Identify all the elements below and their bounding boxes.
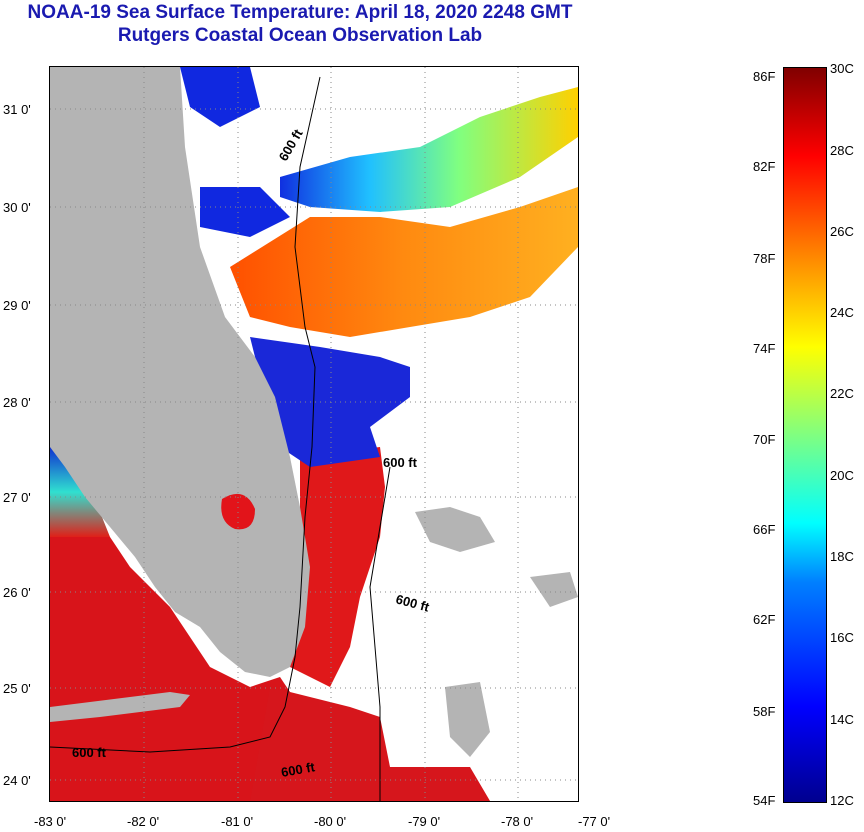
colorbar-c-label: 20C bbox=[830, 468, 854, 483]
colorbar-c-label: 22C bbox=[830, 386, 854, 401]
colorbar-c-label: 30C bbox=[830, 61, 854, 76]
colorbar-c-label: 26C bbox=[830, 224, 854, 239]
lon-label-81: -81 0' bbox=[221, 814, 254, 829]
graticule bbox=[50, 67, 578, 801]
colorbar-c-label: 28C bbox=[830, 143, 854, 158]
isobath-label: 600 ft bbox=[280, 759, 317, 780]
lon-label-78: -78 0' bbox=[501, 814, 534, 829]
temperature-colorbar bbox=[783, 67, 827, 803]
gulf-cold-water bbox=[50, 447, 110, 537]
isobath-600ft bbox=[50, 76, 391, 801]
lake-okeechobee bbox=[221, 493, 255, 530]
colorbar-f-label: 62F bbox=[753, 612, 776, 627]
north-cold-patch bbox=[200, 187, 290, 237]
gulf-stream bbox=[290, 447, 385, 687]
colorbar-f-label: 78F bbox=[753, 251, 776, 266]
colorbar-c-label: 24C bbox=[830, 305, 854, 320]
colorbar-f-label: 70F bbox=[753, 432, 776, 447]
colorbar-f-label: 86F bbox=[753, 69, 776, 84]
isobath-label: 600 ft bbox=[72, 745, 107, 760]
map-subtitle: Rutgers Coastal Ocean Observation Lab bbox=[117, 25, 483, 46]
lon-label-80: -80 0' bbox=[314, 814, 347, 829]
colorbar-c-label: 16C bbox=[830, 630, 854, 645]
andros-island bbox=[445, 682, 490, 757]
lon-label-77: -77 0' bbox=[578, 814, 611, 829]
map-title: NOAA-19 Sea Surface Temperature: April 1… bbox=[27, 2, 573, 23]
sst-map-canvas: 600 ft 600 ft 600 ft 600 ft 600 ft bbox=[50, 67, 578, 801]
straits-warm-water bbox=[250, 687, 490, 801]
colorbar-c-label: 18C bbox=[830, 549, 854, 564]
florida-keys bbox=[50, 692, 190, 722]
lat-label-25: 25 0' bbox=[3, 681, 31, 696]
colorbar-f-label: 54F bbox=[753, 793, 776, 808]
colorbar-f-label: 66F bbox=[753, 522, 776, 537]
lat-label-30: 30 0' bbox=[3, 200, 31, 215]
lat-label-28: 28 0' bbox=[3, 395, 31, 410]
lat-label-27: 27 0' bbox=[3, 490, 31, 505]
bahamas-island-1 bbox=[415, 507, 495, 552]
colorbar-f-label: 58F bbox=[753, 704, 776, 719]
colorbar-c-label: 14C bbox=[830, 712, 854, 727]
colorbar-f-label: 74F bbox=[753, 341, 776, 356]
lon-label-82: -82 0' bbox=[127, 814, 160, 829]
bahamas-island-2 bbox=[530, 572, 578, 607]
lon-label-83: -83 0' bbox=[34, 814, 67, 829]
sst-map: 600 ft 600 ft 600 ft 600 ft 600 ft bbox=[49, 66, 579, 802]
lat-label-26: 26 0' bbox=[3, 585, 31, 600]
isobath-label: 600 ft bbox=[383, 455, 418, 470]
lon-label-79: -79 0' bbox=[408, 814, 441, 829]
coast-land-nub bbox=[50, 317, 75, 337]
lat-label-24: 24 0' bbox=[3, 773, 31, 788]
lat-label-29: 29 0' bbox=[3, 298, 31, 313]
warm-mid-band bbox=[230, 187, 578, 337]
gulf-warm-water bbox=[50, 537, 330, 801]
colorbar-c-label: 12C bbox=[830, 793, 854, 808]
colorbar-f-label: 82F bbox=[753, 159, 776, 174]
lat-label-31: 31 0' bbox=[3, 102, 31, 117]
north-cloud-edge-band bbox=[280, 87, 578, 212]
north-cold-patch-2 bbox=[180, 67, 260, 127]
